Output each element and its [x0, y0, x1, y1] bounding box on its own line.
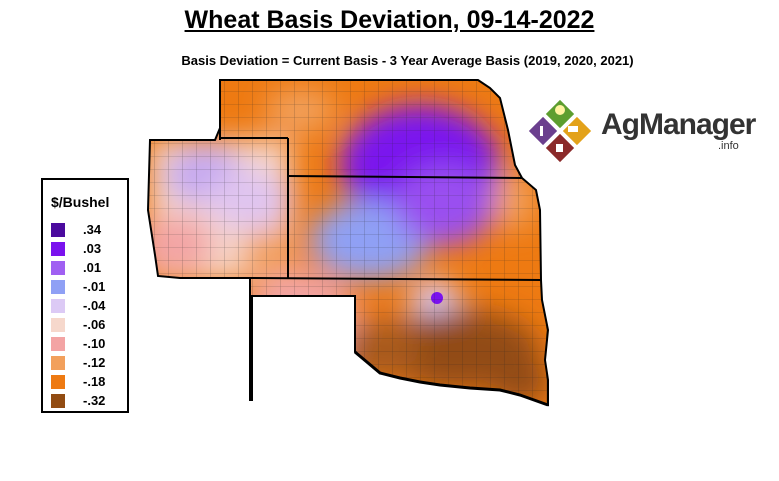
legend-label: -.12 — [83, 355, 106, 370]
legend-label: .01 — [83, 260, 102, 275]
agmanager-logo-mark — [528, 99, 592, 163]
legend-swatch — [51, 223, 65, 237]
logo-wordmark: AgManager — [601, 108, 756, 141]
legend-label: .34 — [83, 222, 102, 237]
legend-label: -.18 — [83, 374, 106, 389]
legend-label: -.01 — [83, 279, 106, 294]
legend-swatch — [51, 318, 65, 332]
legend-swatch — [51, 280, 65, 294]
legend-label: -.06 — [83, 317, 106, 332]
logo-suffix: .info — [718, 140, 739, 152]
legend-swatch — [51, 356, 65, 370]
map-subtitle: Basis Deviation = Current Basis - 3 Year… — [181, 53, 634, 68]
legend-label: .03 — [83, 241, 102, 256]
legend-label: -.10 — [83, 336, 106, 351]
legend-swatch — [51, 242, 65, 256]
legend-swatch — [51, 394, 65, 408]
map-legend: $/Bushel .34 .03 .01 -.01 -.04 -.06 -.10 -.12 -.… — [41, 178, 129, 413]
legend-swatch — [51, 337, 65, 351]
agmanager-logo: AgManager .info — [523, 96, 756, 166]
legend-label: -.04 — [83, 298, 106, 313]
legend-swatch — [51, 299, 65, 313]
legend-swatch — [51, 261, 65, 275]
legend-title: $/Bushel — [51, 194, 110, 210]
map-title: Wheat Basis Deviation, 09-14-2022 — [184, 6, 595, 34]
legend-swatch — [51, 375, 65, 389]
legend-label: -.32 — [83, 393, 106, 408]
